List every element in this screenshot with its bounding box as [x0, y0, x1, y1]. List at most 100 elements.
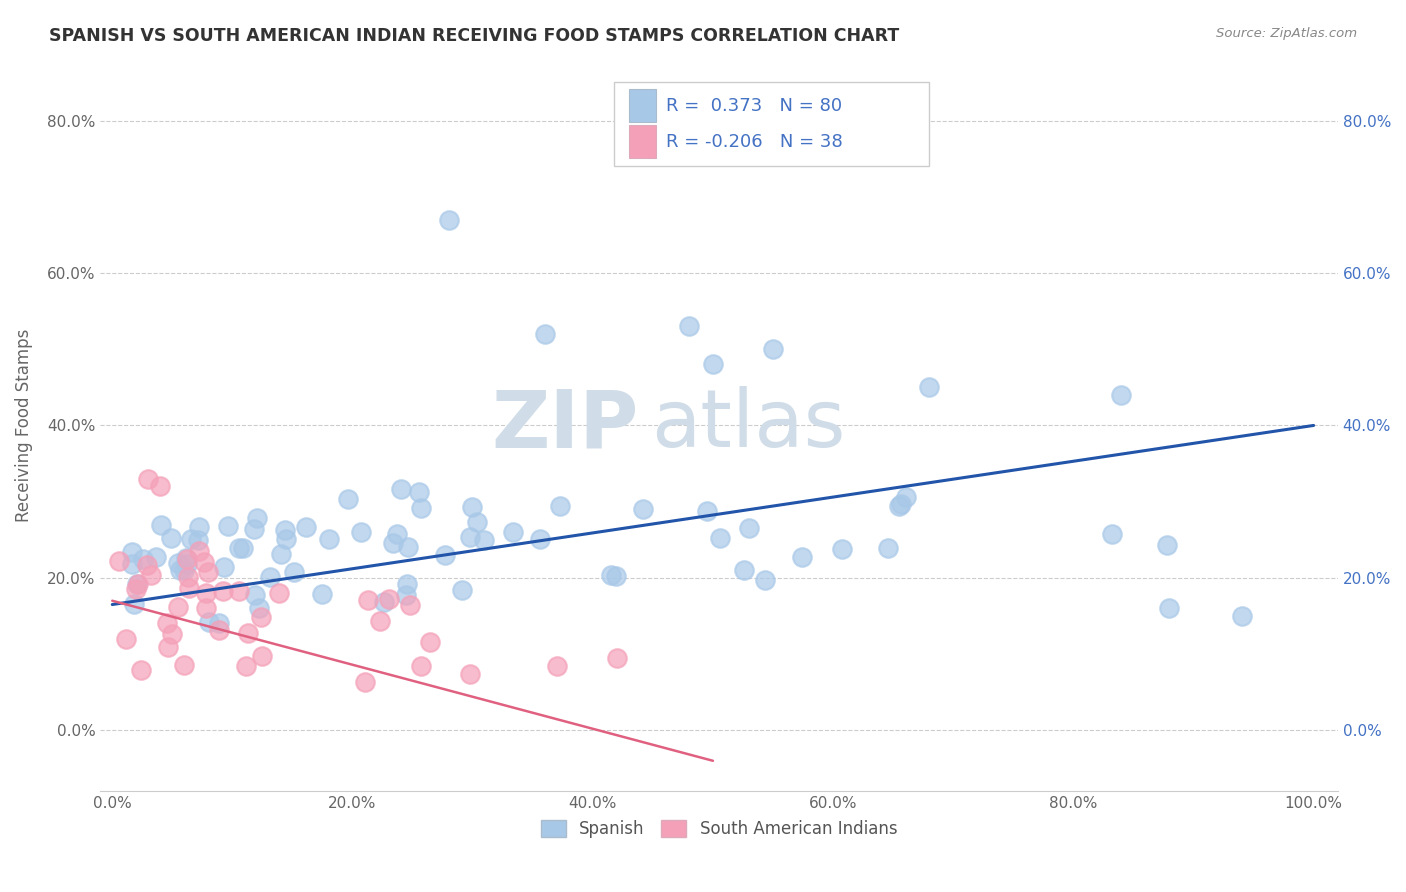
- Point: [145, 550, 167, 565]
- Point: [177, 582, 200, 596]
- Point: [357, 593, 380, 607]
- Point: [433, 548, 456, 562]
- Point: [252, 648, 274, 663]
- Point: [136, 558, 159, 572]
- Point: [150, 517, 173, 532]
- Bar: [628, 89, 655, 122]
- Point: [173, 658, 195, 673]
- Text: SPANISH VS SOUTH AMERICAN INDIAN RECEIVING FOOD STAMPS CORRELATION CHART: SPANISH VS SOUTH AMERICAN INDIAN RECEIVI…: [49, 27, 900, 45]
- Point: [169, 563, 191, 577]
- Point: [408, 485, 430, 500]
- Text: Source: ZipAtlas.com: Source: ZipAtlas.com: [1216, 27, 1357, 40]
- Point: [121, 557, 143, 571]
- Point: [472, 533, 495, 548]
- Point: [195, 586, 218, 600]
- Point: [389, 482, 412, 496]
- Point: [208, 615, 231, 630]
- Point: [395, 588, 418, 602]
- Point: [295, 519, 318, 533]
- Point: [157, 640, 180, 654]
- Point: [890, 497, 912, 511]
- Point: [166, 599, 188, 614]
- Point: [283, 565, 305, 579]
- Point: [437, 212, 460, 227]
- Point: [246, 510, 269, 524]
- Point: [270, 547, 292, 561]
- Point: [458, 530, 481, 544]
- Point: [166, 556, 188, 570]
- Point: [108, 554, 131, 568]
- Point: [173, 563, 195, 577]
- Point: [125, 577, 148, 591]
- Point: [125, 582, 148, 596]
- Point: [762, 343, 785, 357]
- Point: [606, 651, 628, 665]
- Point: [790, 550, 813, 565]
- Y-axis label: Receiving Food Stamps: Receiving Food Stamps: [15, 329, 32, 522]
- Point: [533, 326, 555, 341]
- Point: [176, 557, 198, 571]
- Point: [831, 542, 853, 557]
- Point: [373, 595, 395, 609]
- Point: [378, 591, 401, 606]
- FancyBboxPatch shape: [614, 81, 929, 166]
- Point: [399, 598, 422, 612]
- Point: [354, 675, 377, 690]
- Point: [141, 567, 163, 582]
- Bar: [628, 126, 655, 159]
- Point: [274, 532, 297, 546]
- Point: [546, 658, 568, 673]
- Text: ZIP: ZIP: [491, 386, 638, 465]
- Point: [887, 500, 910, 514]
- Point: [177, 570, 200, 584]
- Point: [232, 541, 254, 556]
- Point: [918, 380, 941, 394]
- Point: [187, 533, 209, 547]
- Text: R =  0.373   N = 80: R = 0.373 N = 80: [665, 96, 842, 115]
- Point: [132, 551, 155, 566]
- Point: [396, 577, 419, 591]
- Point: [678, 319, 700, 334]
- Point: [548, 499, 571, 513]
- Point: [419, 635, 441, 649]
- Point: [124, 597, 146, 611]
- Point: [131, 663, 153, 677]
- Point: [136, 472, 159, 486]
- Point: [187, 544, 209, 558]
- Point: [235, 659, 257, 673]
- Point: [249, 609, 271, 624]
- Point: [245, 587, 267, 601]
- Point: [733, 563, 755, 577]
- Point: [350, 525, 373, 540]
- Point: [243, 523, 266, 537]
- Text: atlas: atlas: [651, 386, 845, 465]
- Text: R = -0.206   N = 38: R = -0.206 N = 38: [665, 133, 842, 151]
- Point: [174, 550, 197, 565]
- Legend: Spanish, South American Indians: Spanish, South American Indians: [534, 814, 904, 845]
- Point: [115, 632, 138, 646]
- Point: [149, 479, 172, 493]
- Point: [311, 587, 333, 601]
- Point: [180, 533, 202, 547]
- Point: [696, 504, 718, 518]
- Point: [458, 667, 481, 681]
- Point: [318, 532, 340, 546]
- Point: [187, 519, 209, 533]
- Point: [502, 524, 524, 539]
- Point: [211, 583, 233, 598]
- Point: [381, 536, 404, 550]
- Point: [877, 541, 900, 555]
- Point: [368, 614, 391, 628]
- Point: [228, 584, 250, 599]
- Point: [127, 576, 149, 591]
- Point: [702, 358, 724, 372]
- Point: [156, 615, 179, 630]
- Point: [1101, 527, 1123, 541]
- Point: [208, 623, 231, 637]
- Point: [238, 625, 260, 640]
- Point: [198, 615, 221, 629]
- Point: [894, 491, 917, 505]
- Point: [160, 627, 183, 641]
- Point: [451, 583, 474, 598]
- Point: [159, 531, 181, 545]
